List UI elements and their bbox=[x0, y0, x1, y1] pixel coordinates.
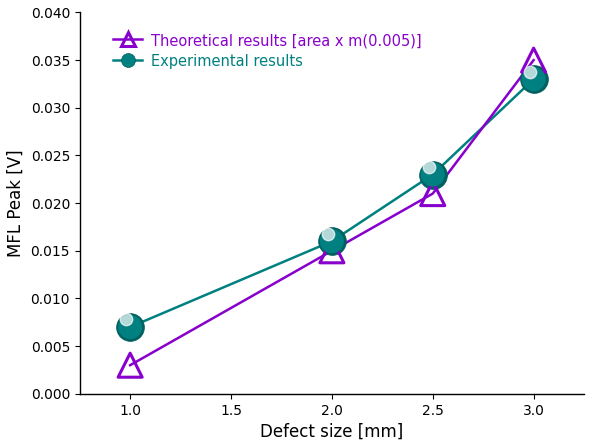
Point bbox=[428, 171, 437, 178]
Point bbox=[327, 237, 337, 245]
Point bbox=[525, 68, 534, 75]
Point bbox=[428, 171, 437, 178]
Y-axis label: MFL Peak [V]: MFL Peak [V] bbox=[7, 149, 25, 257]
Point bbox=[125, 362, 135, 369]
Point bbox=[529, 76, 538, 83]
Point bbox=[529, 76, 538, 83]
Point bbox=[125, 323, 135, 331]
Point bbox=[327, 237, 337, 245]
Point bbox=[424, 164, 433, 171]
Legend: Theoretical results [area x m(0.005)], Experimental results: Theoretical results [area x m(0.005)], E… bbox=[107, 27, 427, 75]
X-axis label: Defect size [mm]: Defect size [mm] bbox=[260, 423, 404, 441]
Point bbox=[529, 56, 538, 64]
Point bbox=[327, 247, 337, 254]
Point bbox=[323, 230, 333, 237]
Point bbox=[428, 190, 437, 197]
Point bbox=[125, 323, 135, 331]
Point bbox=[121, 316, 131, 323]
